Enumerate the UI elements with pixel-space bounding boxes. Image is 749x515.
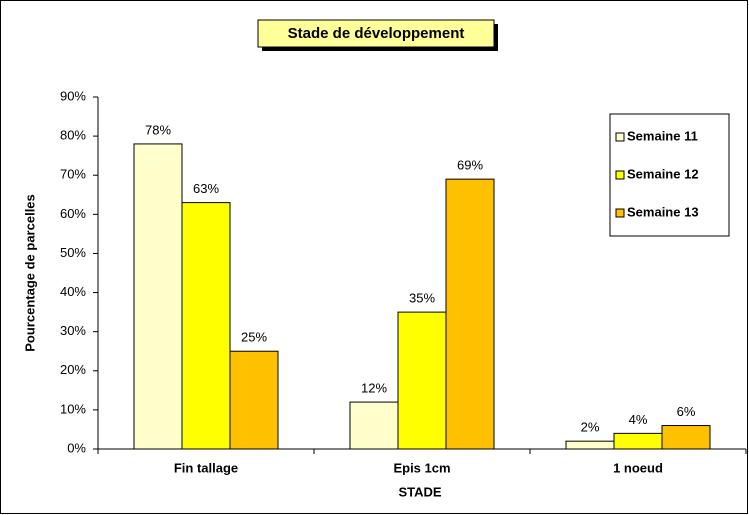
bar	[181, 202, 231, 450]
legend-label: Semaine 13	[627, 204, 699, 219]
x-tick-label: 1 noeud	[613, 460, 663, 475]
legend-box	[609, 113, 730, 237]
x-tick-label: Epis 1cm	[393, 460, 450, 475]
y-tick-label: 20%	[60, 362, 86, 377]
y-tick-label: 90%	[60, 88, 86, 103]
legend-swatch	[615, 208, 625, 218]
value-label: 78%	[145, 122, 171, 137]
value-label: 63%	[193, 181, 219, 196]
y-tick-label: 60%	[60, 206, 86, 221]
legend-label: Semaine 11	[627, 128, 698, 143]
value-label: 6%	[677, 404, 696, 419]
legend-swatch	[615, 170, 625, 180]
bar	[397, 311, 447, 450]
value-label: 35%	[409, 291, 435, 306]
bar	[445, 178, 495, 450]
value-label: 25%	[241, 330, 267, 345]
bar	[565, 440, 615, 450]
y-tick-label: 40%	[60, 284, 86, 299]
y-tick-label: 50%	[60, 245, 86, 260]
value-label: 69%	[457, 158, 483, 173]
value-label: 2%	[581, 420, 600, 435]
bar	[133, 143, 183, 450]
y-tick-label: 70%	[60, 167, 86, 182]
x-axis-label: STADE	[398, 484, 441, 499]
value-label: 4%	[629, 412, 648, 427]
chart-title: Stade de développement	[288, 25, 465, 42]
bar	[613, 432, 663, 450]
bar	[349, 401, 399, 450]
legend-label: Semaine 12	[627, 166, 699, 181]
bar	[229, 350, 279, 450]
y-tick-label: 0%	[67, 440, 86, 455]
y-tick-label: 30%	[60, 323, 86, 338]
value-label: 12%	[361, 381, 387, 396]
y-axis-label: Pourcentage de parcelles	[22, 194, 37, 352]
title-box	[257, 19, 495, 48]
y-tick-label: 80%	[60, 128, 86, 143]
x-tick-label: Fin tallage	[174, 460, 238, 475]
legend-swatch	[615, 132, 625, 142]
bar	[661, 425, 711, 450]
y-tick-label: 10%	[60, 401, 86, 416]
